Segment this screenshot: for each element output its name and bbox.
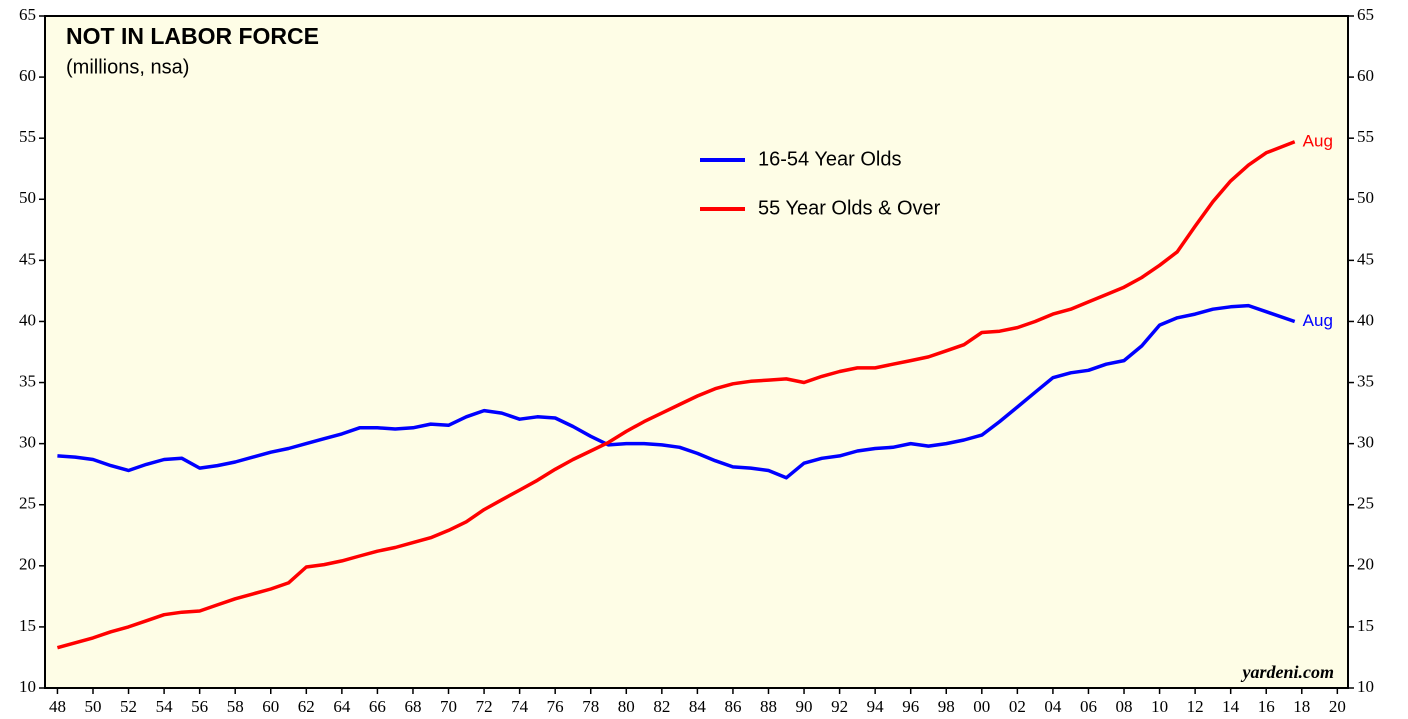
series-line: [56, 140, 1296, 650]
y2-tick-label: 65: [1357, 5, 1374, 24]
chart-title: NOT IN LABOR FORCE: [66, 23, 319, 49]
x-tick-label: 16: [1258, 697, 1275, 716]
y-tick-label: 35: [19, 371, 36, 390]
x-tick-label: 90: [796, 697, 813, 716]
x-tick-label: 52: [120, 697, 137, 716]
x-tick-label: 78: [582, 697, 599, 716]
y-tick-label: 10: [19, 677, 36, 696]
x-tick-label: 64: [333, 697, 351, 716]
y-tick-label: 40: [19, 310, 36, 329]
x-tick-label: 00: [973, 697, 990, 716]
y-tick-label: 60: [19, 66, 36, 85]
y2-tick-label: 15: [1357, 616, 1374, 635]
y2-tick-label: 10: [1357, 677, 1374, 696]
x-tick-label: 62: [298, 697, 315, 716]
x-tick-label: 02: [1009, 697, 1026, 716]
y2-tick-label: 60: [1357, 66, 1374, 85]
y2-tick-label: 40: [1357, 310, 1374, 329]
x-tick-label: 10: [1151, 697, 1168, 716]
x-tick-label: 66: [369, 697, 386, 716]
y-tick-label: 30: [19, 433, 36, 452]
x-tick-label: 04: [1044, 697, 1062, 716]
x-tick-label: 96: [902, 697, 919, 716]
x-tick-label: 72: [476, 697, 493, 716]
x-tick-label: 08: [1116, 697, 1133, 716]
x-tick-label: 56: [191, 697, 208, 716]
x-tick-label: 18: [1293, 697, 1310, 716]
source: yardeni.com: [1241, 662, 1335, 682]
x-tick-label: 86: [724, 697, 741, 716]
y2-tick-label: 45: [1357, 249, 1374, 268]
x-tick-label: 76: [547, 697, 564, 716]
x-tick-label: 06: [1080, 697, 1097, 716]
x-tick-label: 60: [262, 697, 279, 716]
end-label: Aug: [1303, 311, 1333, 330]
x-tick-label: 54: [156, 697, 174, 716]
y2-tick-label: 30: [1357, 433, 1374, 452]
x-tick-label: 48: [49, 697, 66, 716]
x-tick-label: 14: [1222, 697, 1240, 716]
y2-tick-label: 20: [1357, 555, 1374, 574]
x-tick-label: 94: [867, 697, 885, 716]
y-tick-label: 25: [19, 494, 36, 513]
x-tick-label: 70: [440, 697, 457, 716]
y-tick-label: 20: [19, 555, 36, 574]
x-tick-label: 98: [938, 697, 955, 716]
end-label: Aug: [1303, 131, 1333, 150]
x-tick-label: 74: [511, 697, 529, 716]
y2-tick-label: 35: [1357, 371, 1374, 390]
x-tick-label: 68: [404, 697, 421, 716]
x-tick-label: 84: [689, 697, 707, 716]
y-tick-label: 50: [19, 188, 36, 207]
x-tick-label: 58: [227, 697, 244, 716]
y2-tick-label: 50: [1357, 188, 1374, 207]
x-tick-label: 50: [84, 697, 101, 716]
x-tick-label: 88: [760, 697, 777, 716]
x-tick-label: 12: [1187, 697, 1204, 716]
chart-subtitle: (millions, nsa): [66, 56, 189, 78]
x-tick-label: 82: [653, 697, 670, 716]
x-tick-label: 20: [1329, 697, 1346, 716]
y-tick-label: 15: [19, 616, 36, 635]
y-tick-label: 65: [19, 5, 36, 24]
series-line: [57, 303, 1296, 480]
y2-tick-label: 55: [1357, 127, 1374, 146]
legend-label: 55 Year Olds & Over: [758, 197, 941, 219]
x-tick-label: 92: [831, 697, 848, 716]
x-tick-label: 80: [618, 697, 635, 716]
legend-label: 16-54 Year Olds: [758, 148, 901, 170]
y-tick-label: 45: [19, 249, 36, 268]
y2-tick-label: 25: [1357, 494, 1374, 513]
y-tick-label: 55: [19, 127, 36, 146]
plot-area: [44, 15, 1349, 689]
